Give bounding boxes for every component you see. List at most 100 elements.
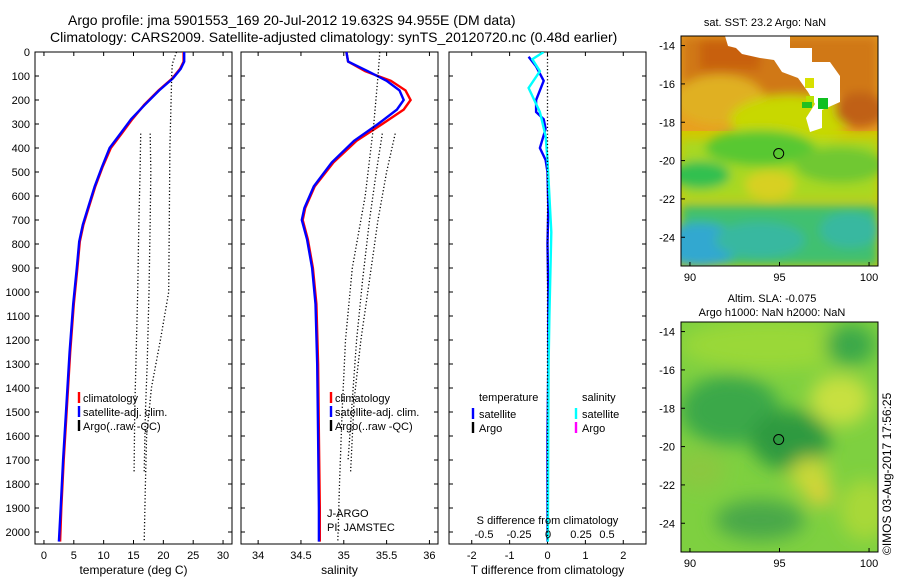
annotation-program: J-ARGO xyxy=(327,508,369,520)
y-tick-label: 1300 xyxy=(6,359,30,371)
legend-label: satellite-adj. clim. xyxy=(335,407,419,419)
differences-panel: -2 -1 0 1 2T difference from climatology temp… xyxy=(448,51,647,577)
sst-y-tick-label: -20 xyxy=(659,156,675,168)
series-line-satellite-adj-clim- xyxy=(57,52,186,542)
sla-x-tick-label: 95 xyxy=(773,558,785,570)
argo-location-marker xyxy=(773,434,785,446)
differences-x-axis-label: T difference from climatology xyxy=(471,563,625,577)
sst-x-tick-label: 90 xyxy=(684,272,696,284)
x-tick-label: 0 xyxy=(544,550,550,562)
top-axis-label: S difference from climatology xyxy=(477,515,619,527)
sst-x-tick-label: 100 xyxy=(860,272,878,284)
legend-label: climatology xyxy=(335,393,391,405)
series-line-temperature-satellite xyxy=(527,56,550,542)
series-line-argo-raw-qc-lower xyxy=(349,133,396,473)
x-tick-label: 0 xyxy=(41,550,47,562)
x-tick-label: 1 xyxy=(582,550,588,562)
y-tick-label: 300 xyxy=(12,119,30,131)
sla-y-tick-label: -18 xyxy=(659,403,675,415)
y-tick-label: 1600 xyxy=(6,431,30,443)
sst-y-tick-label: -22 xyxy=(659,194,675,206)
x-tick-label: 35 xyxy=(338,550,350,562)
credit-text: ©IMOS 03-Aug-2017 17:56:25 xyxy=(880,392,894,555)
y-tick-label: 800 xyxy=(12,239,30,251)
sst-y-tick-label: -16 xyxy=(659,79,675,91)
sla-x-tick-label: 90 xyxy=(684,558,696,570)
sla-map: 90 95 100 -14 -16 -18 -20 -22 -24 Altim. SLA: -0… xyxy=(659,293,879,570)
y-tick-label: 100 xyxy=(12,71,30,83)
temperature-series-group xyxy=(57,52,186,542)
figure-title-line1: Argo profile: jma 5901553_169 20-Jul-201… xyxy=(68,12,516,28)
y-tick-label: 700 xyxy=(12,215,30,227)
series-line-climatology xyxy=(58,52,185,542)
x-tick-label: 2 xyxy=(620,550,626,562)
x-tick-label: 15 xyxy=(127,550,139,562)
top-tick-label: -0.25 xyxy=(506,529,531,541)
annotation-pi: PI: JAMSTEC xyxy=(327,522,395,534)
sla-y-tick-label: -24 xyxy=(659,518,675,530)
x-tick-label: 30 xyxy=(217,550,229,562)
top-tick-label: -0.5 xyxy=(475,529,494,541)
legend-header-temperature: temperature xyxy=(479,392,538,404)
salinity-plot-frame xyxy=(240,51,439,545)
x-tick-label: -2 xyxy=(467,550,477,562)
x-tick-label: 25 xyxy=(187,550,199,562)
sla-y-tick-label: -16 xyxy=(659,365,675,377)
salinity-x-axis-label: salinity xyxy=(321,563,358,577)
y-tick-label: 600 xyxy=(12,191,30,203)
differences-series-group xyxy=(527,52,553,542)
sst-map: 90 95 100 -14 -16 -18 -20 -22 -24 sat. SST: 23.2… xyxy=(659,17,879,284)
y-tick-label: 1500 xyxy=(6,407,30,419)
y-tick-label: 1200 xyxy=(6,335,30,347)
y-tick-label: 1700 xyxy=(6,455,30,467)
sla-map-title-line1: Altim. SLA: -0.075 xyxy=(728,293,817,305)
y-tick-label: 1100 xyxy=(6,311,30,323)
series-line-argo xyxy=(337,52,381,542)
y-tick-label: 1800 xyxy=(6,479,30,491)
y-tick-label: 2000 xyxy=(6,527,30,539)
legend-label: satellite-adj. clim. xyxy=(83,407,167,419)
x-tick-label: 20 xyxy=(157,550,169,562)
salinity-panel: 34 34.5 35 35.5 36 salinity climatology satelli… xyxy=(240,51,439,577)
x-tick-label: 34.5 xyxy=(290,550,311,562)
series-line-argo-raw-qc-upper xyxy=(143,133,152,473)
sla-x-tick-label: 100 xyxy=(860,558,878,570)
legend-label: satellite xyxy=(582,409,619,421)
y-tick-label: 500 xyxy=(12,167,30,179)
sla-y-tick-label: -14 xyxy=(659,327,675,339)
legend-label: Argo(..raw -QC) xyxy=(335,421,413,433)
x-tick-label: 34 xyxy=(252,550,264,562)
legend-label: Argo xyxy=(479,423,502,435)
sla-field xyxy=(681,322,878,552)
series-line-salinity-satellite xyxy=(527,52,553,542)
sla-y-tick-label: -20 xyxy=(659,442,675,454)
argo-location-marker xyxy=(773,148,785,160)
sla-y-tick-label: -22 xyxy=(659,480,675,492)
sla-map-title-line2: Argo h1000: NaN h2000: NaN xyxy=(699,307,846,319)
sst-x-tick-label: 95 xyxy=(773,272,785,284)
y-tick-label: 400 xyxy=(12,143,30,155)
y-tick-label: 1900 xyxy=(6,503,30,515)
salinity-series-group xyxy=(300,52,413,542)
sst-y-tick-label: -18 xyxy=(659,117,675,129)
sst-field xyxy=(681,36,878,266)
y-tick-label: 0 xyxy=(24,47,30,59)
top-tick-label: 0.5 xyxy=(599,529,614,541)
y-tick-label: 900 xyxy=(12,263,30,275)
series-line-argo xyxy=(143,52,178,542)
series-line-satellite-adj-clim- xyxy=(300,52,406,542)
legend-label: climatology xyxy=(83,393,139,405)
temperature-panel: 0100200300400500600700800900100011001200… xyxy=(6,47,233,577)
sst-map-title: sat. SST: 23.2 Argo: NaN xyxy=(704,17,826,29)
legend-label: satellite xyxy=(479,409,516,421)
top-tick-label: 0 xyxy=(545,529,551,541)
sst-y-tick-label: -24 xyxy=(659,232,675,244)
legend-label: Argo(..raw -QC) xyxy=(83,421,161,433)
y-tick-label: 1400 xyxy=(6,383,30,395)
x-tick-label: 10 xyxy=(98,550,110,562)
x-tick-label: 36 xyxy=(423,550,435,562)
temperature-x-axis-label: temperature (deg C) xyxy=(79,563,187,577)
x-tick-label: -1 xyxy=(505,550,515,562)
x-tick-label: 35.5 xyxy=(376,550,397,562)
